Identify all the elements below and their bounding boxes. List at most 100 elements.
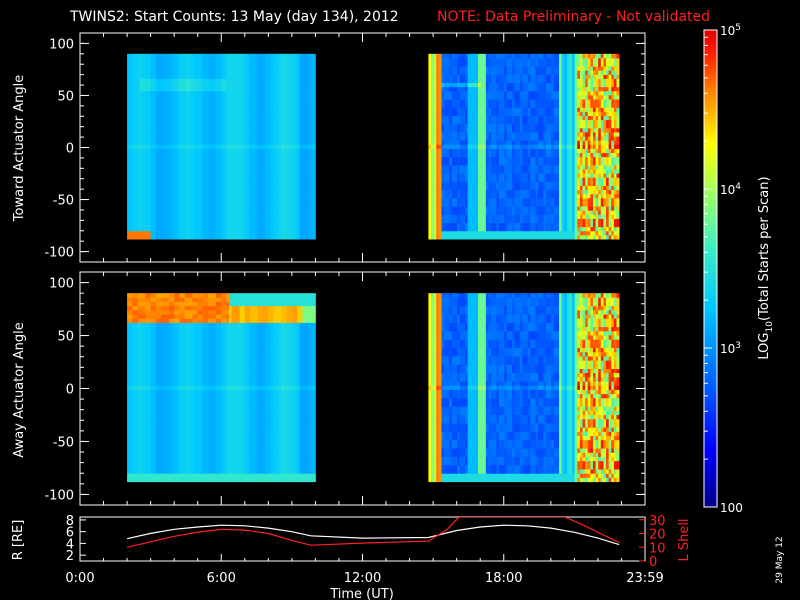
heatmap-cell	[197, 169, 201, 174]
heatmap-cell	[273, 136, 277, 141]
heatmap-cell	[483, 173, 487, 178]
heatmap-cell	[140, 103, 144, 108]
heatmap-cell	[501, 78, 505, 84]
heatmap-cell	[493, 66, 497, 71]
heatmap-cell	[221, 82, 225, 88]
heatmap-cell	[514, 119, 518, 125]
heatmap-cell	[140, 160, 144, 166]
heatmap-cell	[127, 164, 131, 170]
heatmap-cell	[255, 230, 259, 236]
heatmap-cell	[297, 197, 301, 203]
heatmap-cell	[255, 181, 259, 186]
heatmap-cell	[179, 53, 183, 59]
heatmap-cell	[483, 103, 487, 108]
heatmap-cell	[517, 74, 521, 79]
heatmap-cell	[155, 206, 159, 211]
heatmap-cell	[281, 160, 285, 166]
heatmap-cell	[462, 169, 466, 174]
heatmap-cell	[236, 230, 240, 236]
heatmap-cell	[485, 185, 489, 191]
heatmap-cell	[223, 173, 227, 178]
heatmap-cell	[166, 230, 170, 236]
heatmap-cell	[197, 230, 201, 236]
heatmap-cell	[134, 90, 138, 96]
heatmap-cell	[236, 127, 240, 133]
heatmap-cell	[171, 152, 175, 158]
heatmap-cell	[446, 234, 450, 240]
heatmap-cell	[441, 74, 445, 79]
heatmap-cell	[501, 202, 505, 207]
heatmap-cell	[506, 136, 510, 141]
heatmap-cell	[260, 177, 264, 182]
heatmap-cell	[488, 189, 492, 195]
heatmap-cell	[286, 234, 290, 240]
heatmap-cell	[200, 214, 204, 219]
heatmap-cell	[166, 99, 170, 104]
heatmap-cell	[517, 144, 521, 149]
heatmap-cell	[171, 177, 175, 182]
heatmap-cell	[244, 160, 248, 166]
heatmap-cell	[299, 119, 303, 125]
heatmap-cell	[260, 103, 264, 108]
heatmap-cell	[496, 78, 500, 84]
heatmap-cell	[436, 222, 440, 228]
heatmap-cell	[297, 152, 301, 158]
heatmap-cell	[444, 119, 448, 125]
heatmap-cell	[166, 86, 170, 92]
heatmap-cell	[200, 82, 204, 88]
heatmap-cell	[129, 210, 133, 215]
heatmap-cell	[281, 156, 285, 162]
heatmap-cell	[446, 222, 450, 228]
heatmap-cell	[428, 210, 432, 215]
heatmap-cell	[210, 234, 214, 240]
heatmap-cell	[155, 230, 159, 236]
heatmap-cell	[189, 107, 193, 112]
heatmap-cell	[284, 218, 288, 224]
heatmap-cell	[231, 169, 235, 174]
heatmap-cell	[182, 144, 186, 149]
heatmap-cell	[496, 94, 500, 100]
heatmap-cell	[200, 103, 204, 108]
heatmap-cell	[457, 115, 461, 121]
heatmap-cell	[444, 222, 448, 228]
heatmap-cell	[472, 156, 476, 162]
heatmap-cell	[444, 107, 448, 112]
heatmap-cell	[291, 185, 295, 191]
heatmap-cell	[446, 144, 450, 149]
heatmap-cell	[291, 99, 295, 104]
heatmap-cell	[509, 123, 513, 129]
heatmap-cell	[257, 136, 261, 141]
heatmap-cell	[438, 82, 442, 88]
heatmap-cell	[268, 82, 272, 88]
heatmap-cell	[265, 82, 269, 88]
heatmap-cell	[168, 99, 172, 104]
heatmap-cell	[250, 70, 254, 75]
heatmap-cell	[472, 107, 476, 112]
heatmap-cell	[234, 111, 238, 116]
heatmap-cell	[472, 123, 476, 129]
heatmap-cell	[475, 197, 479, 203]
heatmap-cell	[247, 210, 251, 215]
heatmap-cell	[234, 53, 238, 59]
heatmap-cell	[504, 103, 508, 108]
heatmap-cell	[491, 156, 495, 162]
heatmap-cell	[195, 123, 199, 129]
heatmap-cell	[129, 185, 133, 191]
heatmap-cell	[255, 74, 259, 79]
heatmap-cell	[446, 206, 450, 211]
heatmap-cell	[153, 123, 157, 129]
heatmap-cell	[200, 234, 204, 240]
heatmap-cell	[485, 197, 489, 203]
heatmap-cell	[242, 214, 246, 219]
heatmap-cell	[210, 177, 214, 182]
heatmap-cell	[446, 119, 450, 125]
heatmap-cell	[244, 66, 248, 71]
heatmap-cell	[485, 202, 489, 207]
heatmap-cell	[496, 74, 500, 79]
heatmap-cell	[462, 197, 466, 203]
heatmap-cell	[307, 193, 311, 199]
heatmap-cell	[168, 74, 172, 79]
heatmap-cell	[200, 206, 204, 211]
heatmap-cell	[522, 173, 526, 178]
heatmap-cell	[161, 234, 165, 240]
